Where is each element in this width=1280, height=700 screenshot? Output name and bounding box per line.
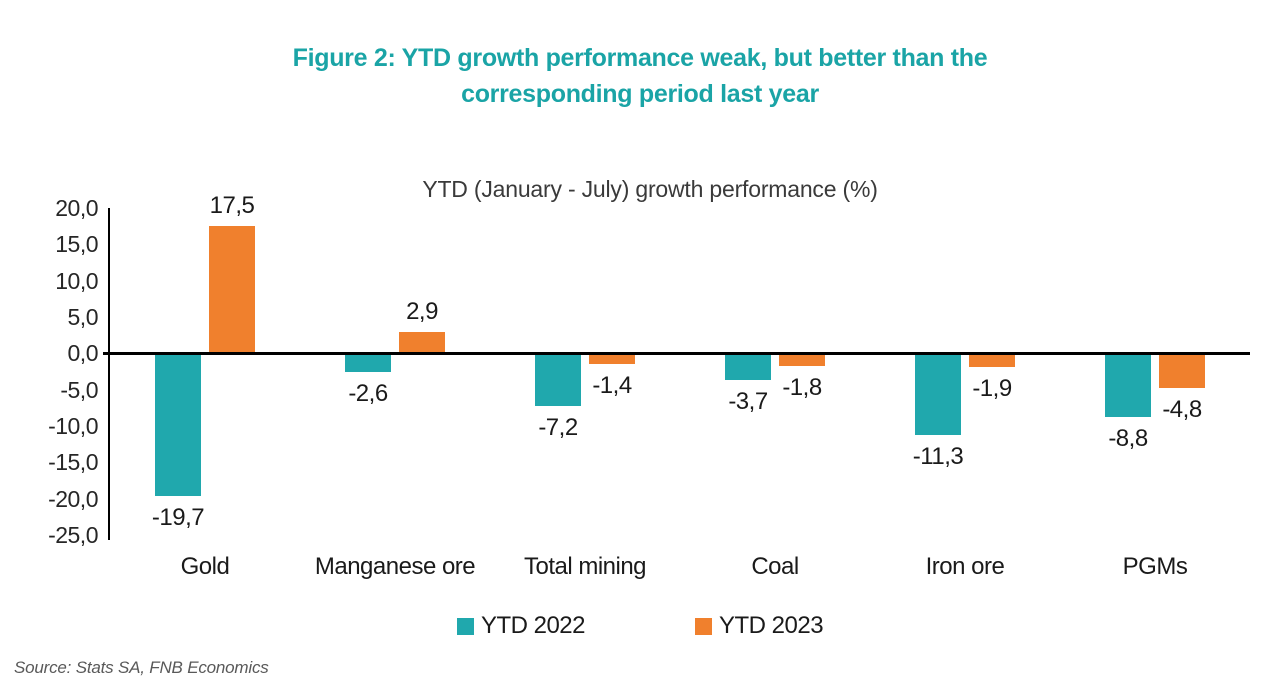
x-category-label-gold: Gold [180,553,230,580]
value-label-ytd-2022-manganese-ore: -2,6 [348,380,388,408]
legend-item-ytd-2022: YTD 2022 [456,612,586,640]
value-label-ytd-2022-gold: -19,7 [151,504,205,532]
x-category-label-total-mining: Total mining [523,553,647,580]
y-tick-label: -5,0 [60,376,98,403]
x-category-label-coal: Coal [751,553,799,580]
y-tick-label: 15,0 [55,231,98,258]
bar-ytd-2022-gold [155,353,201,497]
legend-label-ytd-2022: YTD 2022 [480,612,586,639]
figure-title: Figure 2: YTD growth performance weak, b… [0,40,1280,112]
value-label-ytd-2023-manganese-ore: 2,9 [406,298,438,326]
value-label-ytd-2022-coal: -3,7 [728,388,768,416]
value-label-ytd-2023-pgms: -4,8 [1162,396,1202,424]
figure-title-line-2: corresponding period last year [461,80,819,108]
y-tick-label: 5,0 [67,304,99,330]
legend-item-ytd-2023: YTD 2023 [695,612,824,640]
zero-axis-line [103,351,1250,355]
value-label-ytd-2022-iron-ore: -11,3 [912,443,964,471]
legend-label-ytd-2023: YTD 2023 [719,612,824,639]
bar-ytd-2022-coal [725,353,771,381]
value-label-ytd-2022-pgms: -8,8 [1108,425,1148,453]
y-tick-label: -25,0 [48,522,98,548]
value-label-ytd-2023-iron-ore: -1,9 [972,375,1012,403]
y-tick-label: -20,0 [48,485,98,512]
bar-ytd-2023-pgms [1159,353,1205,389]
bar-ytd-2023-manganese-ore [399,332,445,354]
y-tick-label: 0,0 [67,340,99,367]
bar-ytd-2022-iron-ore [915,353,961,436]
bar-ytd-2023-coal [779,353,825,367]
y-tick-label: 20,0 [55,195,98,221]
bar-ytd-2023-total-mining [589,353,635,364]
x-category-label-manganese-ore: Manganese ore [314,553,476,580]
figure-title-line-1: Figure 2: YTD growth performance weak, b… [292,44,988,72]
bar-ytd-2022-manganese-ore [345,353,391,373]
legend-swatch-ytd-2022 [456,617,474,635]
value-label-ytd-2023-gold: 17,5 [209,192,255,220]
x-category-label-iron-ore: Iron ore [925,553,1005,580]
value-label-ytd-2023-total-mining: -1,4 [592,371,632,399]
bar-ytd-2023-iron-ore [969,353,1015,368]
bar-ytd-2022-pgms [1105,353,1151,418]
y-axis-line [108,208,110,540]
bar-ytd-2022-total-mining [535,353,581,406]
legend: YTD 2022 YTD 2023 [0,612,1280,640]
value-label-ytd-2023-coal: -1,8 [782,374,822,402]
value-label-ytd-2022-total-mining: -7,2 [538,413,578,441]
x-category-label-pgms: PGMs [1122,553,1188,580]
legend-swatch-ytd-2023 [695,617,712,635]
y-tick-label: -15,0 [48,449,98,476]
chart-title: YTD (January - July) growth performance … [422,176,878,202]
y-tick-label: -10,0 [48,413,98,439]
source-note: Source: Stats SA, FNB Economics [14,658,269,677]
y-tick-label: 10,0 [55,267,98,294]
bar-ytd-2023-gold [209,226,255,354]
